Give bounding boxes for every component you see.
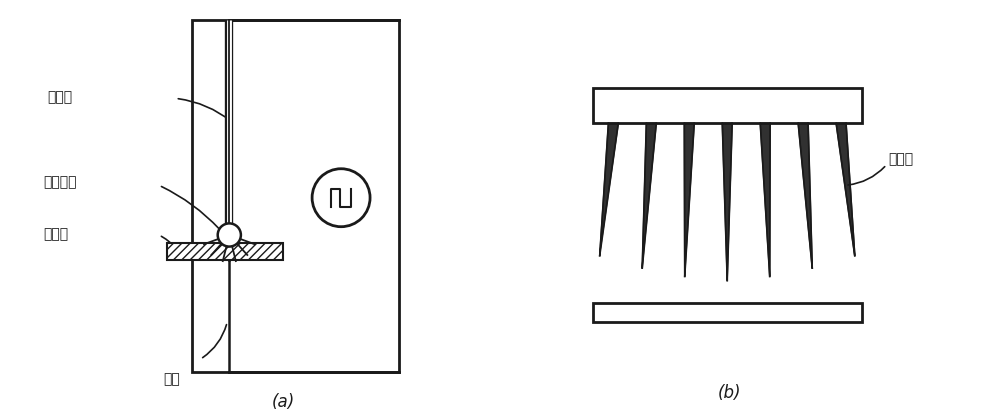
Polygon shape	[798, 124, 812, 268]
Circle shape	[218, 224, 241, 247]
Bar	[167, 244, 283, 260]
Circle shape	[312, 169, 370, 227]
Polygon shape	[760, 124, 770, 277]
Bar	[593, 89, 862, 124]
Text: 阴极线: 阴极线	[47, 90, 72, 104]
Bar	[593, 304, 862, 322]
Polygon shape	[722, 124, 732, 281]
Polygon shape	[836, 124, 855, 256]
Bar	[192, 21, 399, 372]
Text: 金属针: 金属针	[889, 152, 914, 166]
Text: (b): (b)	[718, 383, 741, 401]
Polygon shape	[642, 124, 656, 268]
Text: 阳极: 阳极	[163, 371, 180, 385]
Text: 电晕放电: 电晕放电	[43, 175, 77, 189]
Bar	[167, 244, 283, 260]
Polygon shape	[600, 124, 618, 256]
Polygon shape	[684, 124, 694, 277]
Text: 漂移区: 漂移区	[43, 226, 68, 240]
Text: (a): (a)	[271, 392, 295, 410]
